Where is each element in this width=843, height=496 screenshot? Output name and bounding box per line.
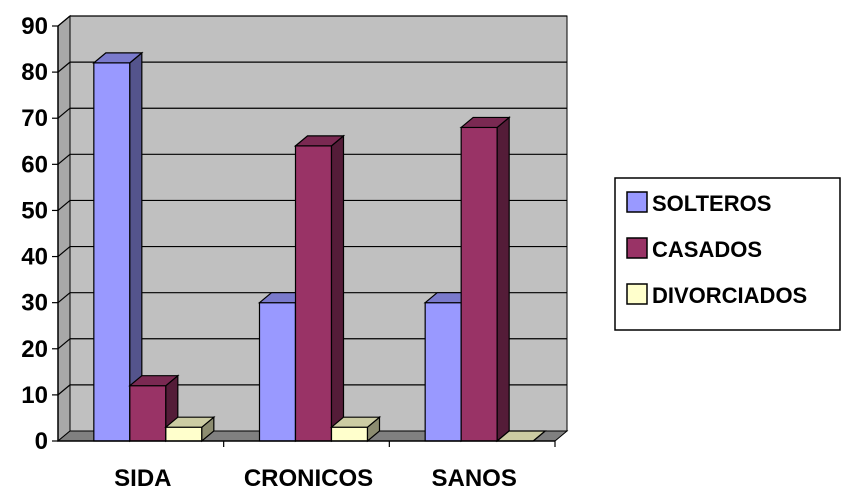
gridline-side [57,292,71,304]
legend-label-casados: CASADOS [652,237,762,262]
gridline-side [57,199,71,211]
y-tick-label: 10 [21,382,48,409]
legend-label-divorciados: DIVORCIADOS [652,283,807,308]
bar-top [293,135,346,147]
y-tick-labels: 0 10 20 30 40 50 60 70 80 90 [21,13,48,455]
bar-casados-cronicos [293,134,346,443]
bar-front [165,426,203,442]
bar-solteros-sida [92,51,144,443]
y-tick-label: 20 [21,336,48,363]
bar-top [128,375,180,387]
bar-casados-sanos [459,116,511,443]
y-tick-label: 60 [21,151,48,178]
bar-top [329,416,382,428]
gridline-side [57,384,71,396]
bar-top [164,416,216,428]
y-tick-label: 50 [21,197,48,224]
gridline-side [57,61,71,73]
legend: SOLTEROS CASADOS DIVORCIADOS [614,177,841,331]
legend-box [614,177,841,331]
legend-swatch-divorciados [626,283,648,305]
gridline-side [57,15,71,27]
bar-front [93,62,131,442]
bar-front [129,385,167,442]
gridline-side [57,338,71,350]
bar-top [459,116,511,129]
y-tick-label: 90 [21,13,48,40]
bar-divorciados-sida [164,415,216,443]
y-tick-label: 40 [21,244,48,271]
gridline-side [57,246,71,258]
legend-swatch-solteros [626,191,648,213]
y-tick-label: 0 [35,428,48,455]
y-tick-label: 80 [21,59,48,86]
gridline-side [57,153,71,165]
bar-side [330,134,345,443]
bars [92,51,547,443]
bar-front [330,426,369,442]
x-tick-label: SIDA [114,465,171,492]
bar-front [424,302,462,442]
bar-side [496,116,510,443]
bar-front [294,145,333,442]
gridline-side [57,107,71,119]
x-tick-labels: SIDA CRONICOS SANOS [114,465,517,492]
bar-divorciados-cronicos [329,415,382,443]
bar-top [92,52,144,64]
x-tick-label: CRONICOS [244,465,373,492]
legend-swatch-casados [626,237,648,259]
legend-label-solteros: SOLTEROS [652,191,771,216]
y-tick-label: 70 [21,105,48,132]
bar-front [460,126,498,442]
axes [52,25,556,447]
side-wall [57,14,71,443]
x-tick-label: SANOS [431,465,516,492]
y-tick-label: 30 [21,290,48,317]
bar-front [258,302,297,442]
